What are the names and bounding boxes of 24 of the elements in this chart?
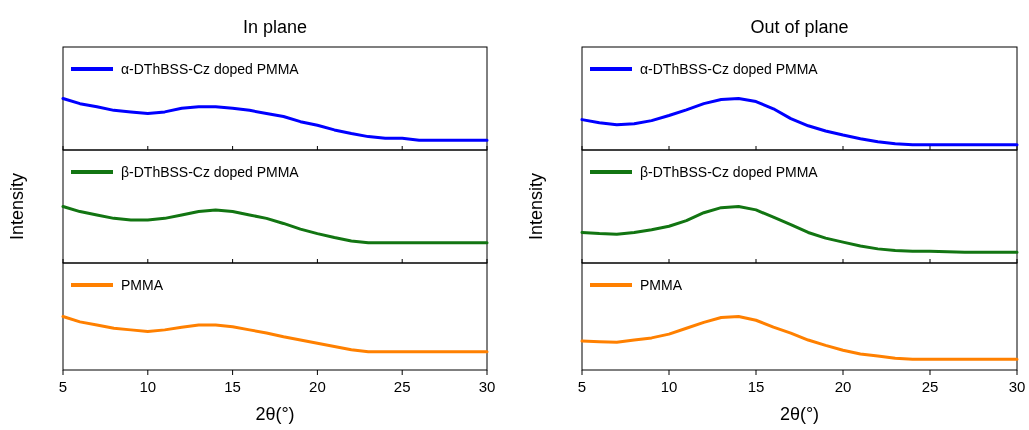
x-tick-label: 15 <box>224 378 241 395</box>
x-tick-label: 20 <box>309 378 326 395</box>
legend-label: β-DThBSS-Cz doped PMMA <box>121 164 300 180</box>
chart-title: In plane <box>242 17 308 37</box>
x-tick-label: 5 <box>577 378 587 395</box>
legend-label: α-DThBSS-Cz doped PMMA <box>121 61 300 77</box>
y-axis-title: Intensity <box>526 172 546 241</box>
x-axis-title: 2θ(°) <box>255 404 295 424</box>
x-tick-label: 30 <box>1008 378 1026 395</box>
legend-label: PMMA <box>121 277 164 293</box>
chart-title: Out of plane <box>750 17 849 37</box>
x-tick-label: 20 <box>834 378 852 395</box>
x-tick-label: 10 <box>660 378 678 395</box>
legend-label: PMMA <box>640 277 683 293</box>
x-tick-label: 15 <box>747 378 765 395</box>
x-tick-label: 30 <box>478 378 496 395</box>
x-tick-label: 25 <box>393 378 411 395</box>
x-axis-title: 2θ(°) <box>779 404 820 424</box>
x-tick-label: 10 <box>139 378 157 395</box>
legend-label: β-DThBSS-Cz doped PMMA <box>640 164 819 180</box>
x-tick-label: 25 <box>921 378 939 395</box>
x-tick-label: 5 <box>58 378 68 395</box>
y-axis-title: Intensity <box>7 172 27 241</box>
legend-label: α-DThBSS-Cz doped PMMA <box>640 61 819 77</box>
